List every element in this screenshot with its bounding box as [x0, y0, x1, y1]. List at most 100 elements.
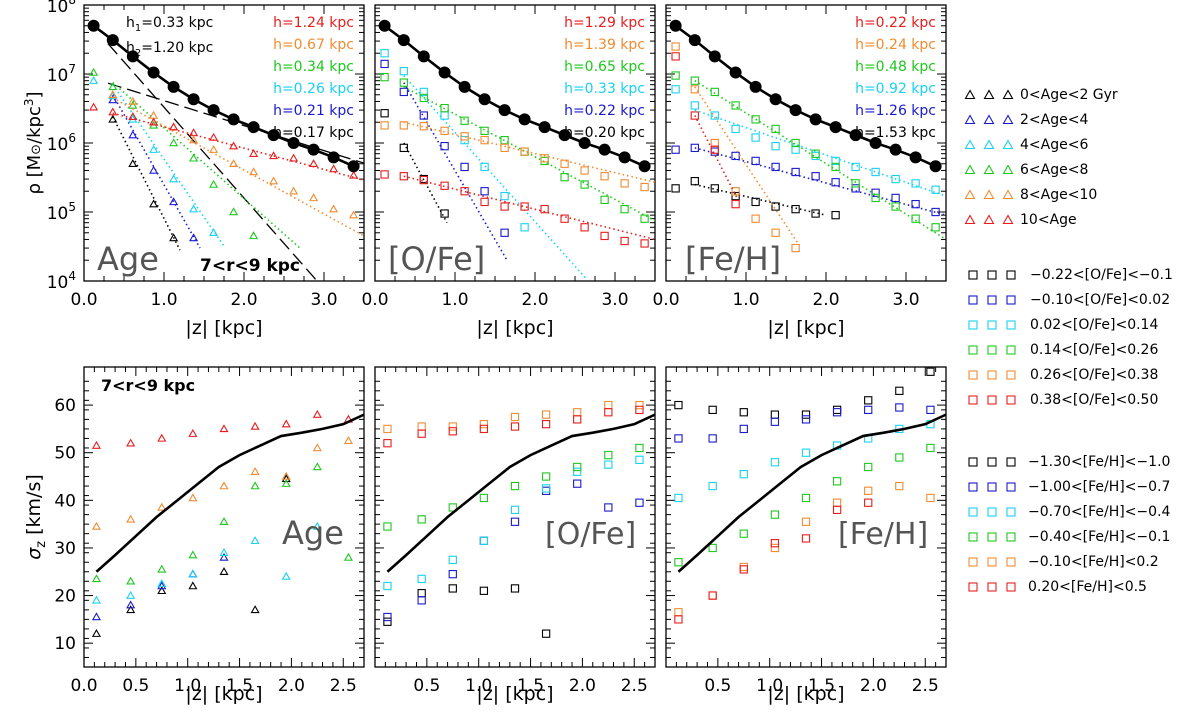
- data-point: [249, 231, 259, 240]
- data-point: [891, 193, 900, 203]
- data-point: [289, 186, 299, 195]
- fit-line: [694, 109, 947, 197]
- total-profile-point: [267, 129, 280, 142]
- scale-height-label: h=1.29 kpc: [564, 15, 645, 31]
- top-ylabel: ρ [M⊙/kpc3]: [22, 91, 45, 194]
- scale-height-label: h=1.39 kpc: [564, 37, 645, 53]
- data-point: [440, 181, 449, 190]
- data-point: [871, 167, 880, 177]
- legend-marker: [987, 370, 997, 380]
- scale-height-labels-feh: h=0.22 kpc h=0.24 kpc h=0.48 kpc h=0.92 …: [855, 15, 936, 141]
- legend-marker: [1002, 89, 1014, 100]
- total-profile-point: [598, 143, 611, 156]
- data-point: [269, 151, 279, 160]
- legend-label: 0.02<[O/Fe]<0.14: [1030, 317, 1158, 333]
- fit-line: [694, 147, 947, 216]
- data-point: [500, 191, 509, 201]
- data-point: [911, 179, 920, 188]
- legend-marker: [987, 582, 997, 592]
- x-tick-label: 3.0: [892, 290, 919, 310]
- data-point: [329, 164, 339, 173]
- data-point: [229, 159, 239, 168]
- data-point: [671, 145, 680, 154]
- data-point: [380, 73, 389, 82]
- xlabel-top-ofe: |z| [kpc]: [476, 317, 553, 339]
- data-point: [573, 462, 582, 472]
- data-point: [250, 467, 260, 476]
- data-point: [440, 111, 449, 120]
- total-profile-point: [187, 93, 200, 106]
- data-point: [674, 400, 683, 410]
- total-profile-point: [809, 113, 822, 126]
- data-point: [671, 71, 680, 80]
- data-point: [479, 586, 489, 595]
- data-point: [126, 514, 136, 523]
- data-point: [480, 135, 489, 145]
- total-profile-point: [126, 50, 139, 63]
- data-point: [309, 159, 319, 168]
- data-point: [540, 154, 549, 163]
- data-point: [188, 550, 198, 559]
- data-point: [911, 199, 920, 209]
- data-point: [751, 133, 760, 142]
- data-point: [671, 85, 680, 94]
- legend-marker: [964, 114, 976, 125]
- data-point: [600, 231, 609, 241]
- legend-label: 0.26<[O/Fe]<0.38: [1030, 367, 1158, 383]
- data-point: [157, 578, 167, 587]
- legend-marker: [987, 395, 997, 405]
- xlabel-top-age: |z| [kpc]: [185, 317, 262, 339]
- data-point: [931, 207, 940, 217]
- data-point: [479, 424, 489, 434]
- legend-marker: [987, 270, 997, 280]
- data-point: [771, 228, 780, 237]
- legend-marker: [1006, 507, 1016, 517]
- data-point: [383, 439, 392, 448]
- data-point: [671, 184, 680, 193]
- data-point: [89, 67, 99, 76]
- data-point: [580, 180, 589, 189]
- data-point: [791, 243, 800, 253]
- data-point: [417, 515, 426, 524]
- data-point: [791, 138, 800, 148]
- legend-marker: [1006, 395, 1016, 405]
- data-point: [541, 410, 551, 419]
- data-point: [604, 460, 613, 469]
- fit-line: [403, 75, 588, 281]
- total-profile-line: [677, 413, 947, 573]
- data-point: [108, 107, 118, 116]
- data-point: [690, 143, 699, 153]
- data-point: [801, 415, 811, 424]
- data-point: [708, 591, 717, 600]
- data-point: [250, 481, 260, 490]
- data-point: [801, 410, 811, 419]
- data-point: [620, 179, 629, 188]
- x-tick-label: 0.0: [70, 290, 97, 310]
- data-point: [604, 450, 613, 460]
- data-point: [349, 210, 359, 219]
- data-point: [399, 66, 408, 76]
- legend-marker: [1006, 557, 1016, 567]
- data-point: [635, 443, 644, 453]
- data-point: [770, 510, 780, 519]
- x-tick-label: 1.5: [226, 676, 253, 696]
- data-point: [801, 448, 811, 457]
- data-point: [731, 199, 740, 209]
- panel-frame-dispersion-age: [83, 366, 365, 668]
- total-profile-point: [538, 121, 551, 134]
- data-point: [399, 143, 408, 153]
- legend-label: 0.38<[O/Fe]<0.50: [1030, 392, 1158, 408]
- data-point: [708, 434, 717, 443]
- data-point: [600, 172, 609, 181]
- data-point: [640, 182, 649, 192]
- xlabel-bottom-age: |z| [kpc]: [185, 683, 262, 705]
- data-point: [791, 145, 800, 154]
- legend-marker: [983, 214, 995, 225]
- data-point: [831, 178, 840, 187]
- data-point: [460, 162, 469, 172]
- data-point: [480, 187, 489, 196]
- data-point: [440, 142, 449, 151]
- total-profile-point: [618, 151, 631, 164]
- scale-height-label: h=0.20 kpc: [564, 125, 645, 141]
- data-point: [417, 574, 426, 584]
